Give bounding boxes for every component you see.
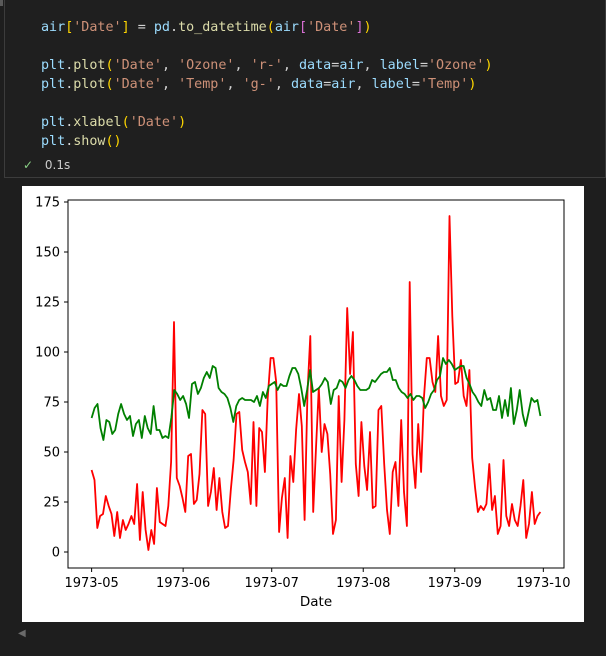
ozone-series-line bbox=[90, 215, 542, 551]
code-token: ) bbox=[363, 20, 372, 35]
code-token: plt bbox=[41, 58, 66, 73]
code-token: 'Date' bbox=[73, 20, 122, 35]
code-token: . bbox=[65, 58, 74, 73]
gutter-edge-marker bbox=[0, 0, 3, 6]
code-token: 'Temp' bbox=[178, 77, 227, 92]
code-token: , bbox=[274, 77, 291, 92]
x-tick-label: 1973-08 bbox=[336, 576, 390, 591]
code-token: , bbox=[234, 58, 251, 73]
execution-time: 0.1s bbox=[44, 158, 71, 172]
code-token: xlabel bbox=[73, 115, 122, 130]
code-token: ) bbox=[178, 115, 187, 130]
code-token: show bbox=[73, 134, 106, 149]
code-line: plt.plot('Date', 'Temp', 'g-', data=air,… bbox=[41, 75, 493, 94]
code-line: plt.xlabel('Date') bbox=[41, 113, 493, 132]
code-token: 'Date' bbox=[129, 115, 179, 130]
code-token: ( bbox=[105, 58, 114, 73]
notebook-code-cell[interactable]: air['Date'] = pd.to_datetime(air['Date']… bbox=[4, 0, 606, 178]
code-token: = bbox=[331, 58, 340, 73]
code-token: = bbox=[411, 77, 420, 92]
y-tick-label: 50 bbox=[43, 446, 60, 461]
code-token: . bbox=[170, 20, 179, 35]
code-token: ] bbox=[121, 20, 130, 35]
code-token: , bbox=[363, 58, 380, 73]
code-token: ) bbox=[484, 58, 493, 73]
code-token: ( bbox=[266, 20, 275, 35]
code-token: label bbox=[379, 58, 420, 73]
x-axis-label: Date bbox=[300, 594, 332, 610]
code-token: 'r-' bbox=[250, 58, 283, 73]
x-tick-label: 1973-06 bbox=[156, 576, 210, 591]
code-token: = bbox=[323, 77, 332, 92]
code-token: 'g-' bbox=[242, 77, 275, 92]
code-token: = bbox=[419, 58, 428, 73]
code-token: air bbox=[41, 20, 66, 35]
code-token: , bbox=[161, 58, 179, 73]
y-tick-label: 150 bbox=[35, 246, 60, 261]
code-token: data bbox=[290, 77, 324, 92]
code-token: plot bbox=[73, 77, 106, 92]
code-token: . bbox=[65, 115, 74, 130]
execution-status: ✓ 0.1s bbox=[23, 158, 70, 172]
code-token: . bbox=[65, 77, 74, 92]
y-tick-label: 0 bbox=[52, 546, 60, 561]
code-token: 'Ozone' bbox=[428, 58, 485, 73]
code-token: () bbox=[105, 134, 122, 149]
code-token: plot bbox=[73, 58, 106, 73]
x-tick-label: 1973-09 bbox=[428, 576, 482, 591]
code-token: . bbox=[65, 134, 74, 149]
code-token: plt bbox=[41, 134, 66, 149]
plot-frame bbox=[67, 199, 565, 569]
x-tick-label: 1973-07 bbox=[245, 576, 299, 591]
x-tick-label: 1973-10 bbox=[516, 576, 570, 591]
line-chart: 0 25 50 75 100 125 150 175 1973-05 1973-06 1973-07… bbox=[35, 196, 570, 611]
code-token: , bbox=[282, 58, 299, 73]
checkmark-icon: ✓ bbox=[23, 158, 34, 172]
code-line bbox=[41, 37, 493, 56]
code-token: = bbox=[129, 20, 154, 35]
y-tick-label: 75 bbox=[43, 396, 60, 411]
code-token: pd bbox=[153, 20, 170, 35]
code-token: plt bbox=[41, 115, 66, 130]
code-token: , bbox=[161, 77, 179, 92]
temp-series-line bbox=[90, 357, 542, 441]
code-token: 'Temp' bbox=[419, 77, 469, 92]
code-line: plt.plot('Date', 'Ozone', 'r-', data=air… bbox=[41, 56, 493, 75]
scroll-left-icon[interactable]: ◀ bbox=[18, 628, 26, 639]
code-token: 'Ozone' bbox=[178, 58, 235, 73]
code-token: ( bbox=[121, 115, 130, 130]
code-token: to_datetime bbox=[178, 20, 267, 35]
code-token: ] bbox=[355, 20, 364, 35]
cell-output-plot: 0 25 50 75 100 125 150 175 1973-05 1973-06 1973-07… bbox=[22, 186, 584, 622]
code-line bbox=[41, 94, 493, 113]
y-tick-label: 125 bbox=[35, 296, 60, 311]
code-token: , bbox=[226, 77, 243, 92]
code-token: ) bbox=[468, 77, 477, 92]
code-token: ( bbox=[105, 77, 114, 92]
code-token: data bbox=[299, 58, 332, 73]
code-token: , bbox=[355, 77, 372, 92]
code-token: [ bbox=[65, 20, 74, 35]
code-token: 'Date' bbox=[113, 77, 162, 92]
code-token: air bbox=[331, 77, 356, 92]
code-token: air bbox=[339, 58, 364, 73]
code-token: label bbox=[371, 77, 412, 92]
code-token: 'Date' bbox=[307, 20, 356, 35]
code-line: plt.show() bbox=[41, 132, 493, 151]
y-tick-label: 25 bbox=[43, 496, 60, 511]
code-token: air bbox=[274, 20, 299, 35]
code-editor[interactable]: air['Date'] = pd.to_datetime(air['Date']… bbox=[41, 18, 493, 151]
code-token: 'Date' bbox=[113, 58, 162, 73]
code-token: plt bbox=[41, 77, 66, 92]
code-token: [ bbox=[299, 20, 308, 35]
code-line: air['Date'] = pd.to_datetime(air['Date']… bbox=[41, 18, 493, 37]
y-tick-label: 175 bbox=[35, 196, 60, 211]
x-tick-label: 1973-05 bbox=[64, 576, 118, 591]
y-tick-label: 100 bbox=[35, 346, 60, 361]
